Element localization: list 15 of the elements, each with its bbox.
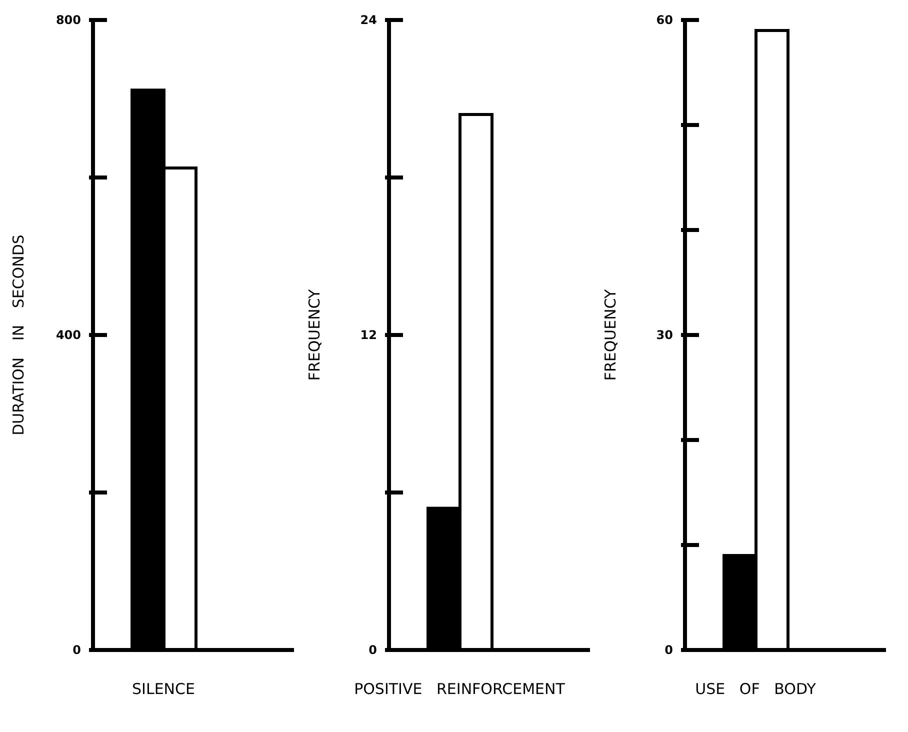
y-tick-label: 12 [360, 328, 377, 342]
y-tick-label: 30 [656, 328, 673, 342]
x-tick-label: USE OF BODY [695, 680, 817, 698]
y-axis-title: DURATION IN SECONDS [9, 234, 28, 436]
x-tick-label: POSITIVE REINFORCEMENT [354, 680, 566, 698]
y-tick-label: 24 [360, 13, 377, 28]
y-tick-label: 0 [368, 643, 377, 658]
y-tick-label: 800 [56, 13, 81, 28]
y-axis-title: FREQUENCY [601, 288, 620, 381]
y-tick-label: 60 [656, 13, 673, 28]
y-tick-label: 400 [56, 328, 81, 342]
x-tick-label: SILENCE [132, 680, 195, 698]
y-tick-label: 0 [664, 643, 673, 658]
y-tick-label: 0 [72, 643, 81, 658]
y-axis-title: FREQUENCY [305, 288, 324, 381]
